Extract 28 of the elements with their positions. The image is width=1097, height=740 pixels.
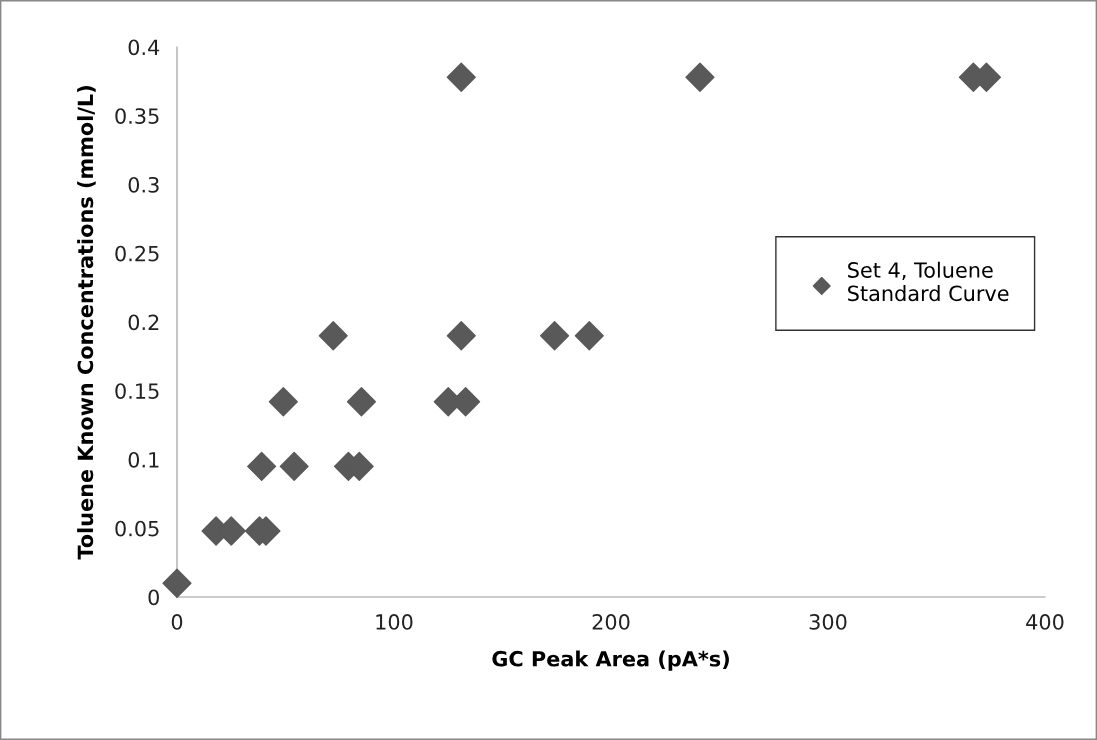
- x-tick-label: 0: [171, 614, 183, 630]
- y-tick-label: 0.35: [115, 108, 159, 124]
- x-tick-label: 300: [809, 614, 847, 630]
- x-tick-label: 400: [1026, 614, 1064, 630]
- x-tick-label: 200: [592, 614, 630, 630]
- point: [162, 568, 192, 598]
- y-tick-label: 0.05: [115, 520, 159, 537]
- point: [346, 387, 377, 417]
- point: [574, 321, 604, 351]
- point: [279, 451, 309, 481]
- y-tick-label: 0.15: [115, 383, 159, 399]
- y-tick-label: 0.3: [128, 176, 159, 193]
- y-axis-title: Toluene Known Concentrations (mmol/L): [77, 86, 96, 560]
- point: [685, 62, 715, 92]
- point: [247, 451, 277, 481]
- point: [268, 387, 298, 417]
- y-tick-label: 0.4: [128, 39, 160, 56]
- legend-label: Set 4, Toluene Standard Curve: [848, 261, 1009, 302]
- x-tick-label: 100: [376, 614, 413, 630]
- point: [446, 321, 476, 351]
- point: [539, 321, 570, 351]
- y-tick-label: 0: [148, 589, 159, 606]
- y-tick-label: 0.2: [128, 314, 159, 331]
- y-tick-label: 0.1: [128, 451, 159, 468]
- y-tick-label: 0.25: [115, 245, 159, 262]
- point: [318, 321, 348, 351]
- x-axis-title: GC Peak Area (pA*s): [492, 650, 729, 671]
- point: [446, 62, 476, 92]
